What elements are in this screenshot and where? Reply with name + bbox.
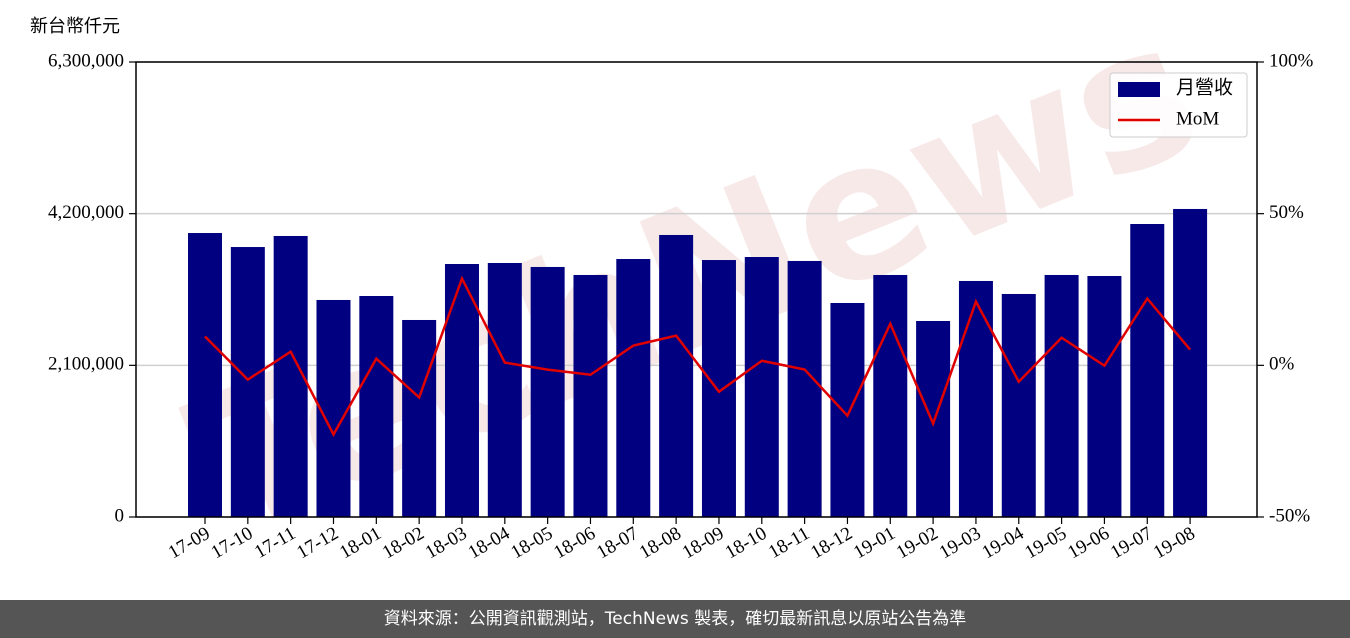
y2-tick-label: 100% xyxy=(1269,50,1314,71)
bar xyxy=(830,303,865,517)
x-tick-label: 19-05 xyxy=(1021,523,1070,563)
x-tick-label: 19-02 xyxy=(893,523,942,563)
legend-swatch xyxy=(1118,82,1160,97)
bar xyxy=(1130,223,1165,517)
bar xyxy=(1044,274,1079,517)
chart: 新台幣仟元 TechNews 02,100,0004,200,0006,300,… xyxy=(30,0,1314,578)
legend-label: 月營收 xyxy=(1176,76,1233,98)
bar xyxy=(958,280,993,517)
bar xyxy=(188,233,222,517)
bar xyxy=(444,264,479,517)
bar xyxy=(230,247,265,518)
y-tick-label: 2,100,000 xyxy=(48,354,124,375)
x-tick-label: 18-09 xyxy=(679,523,728,563)
x-tick-label: 18-06 xyxy=(550,523,599,563)
bar xyxy=(573,274,608,517)
bar xyxy=(530,266,565,517)
x-tick-label: 18-10 xyxy=(722,523,771,563)
x-tick-label: 18-04 xyxy=(465,523,514,564)
x-tick-label: 19-03 xyxy=(936,523,985,563)
bar xyxy=(273,235,308,517)
x-tick-label: 18-07 xyxy=(593,523,642,563)
bar xyxy=(1001,293,1036,517)
bar xyxy=(316,299,351,517)
y-tick-label: 6,300,000 xyxy=(48,50,124,71)
bar xyxy=(487,262,522,517)
x-tick-label: 19-01 xyxy=(850,523,899,563)
bar xyxy=(659,234,694,517)
legend-label: MoM xyxy=(1176,108,1219,129)
bar xyxy=(616,259,651,517)
bar xyxy=(359,296,394,517)
plot-frame xyxy=(135,61,1258,518)
bar xyxy=(1087,275,1122,517)
y2-tick-label: 0% xyxy=(1269,354,1295,375)
y2-tick-label: 50% xyxy=(1269,202,1304,223)
bar xyxy=(787,260,822,517)
bar xyxy=(916,320,951,517)
mom-line xyxy=(204,275,1192,438)
y-tick-label: 0 xyxy=(115,505,125,526)
bar xyxy=(744,257,779,517)
x-tick-label: 18-05 xyxy=(507,523,556,563)
bar xyxy=(701,260,736,517)
x-tick-label: 18-03 xyxy=(422,523,471,563)
x-tick-label: 19-07 xyxy=(1107,523,1156,563)
footer: 資料來源：公開資訊觀測站，TechNews 製表，確切最新訊息以原站公告為準 xyxy=(0,600,1350,638)
x-tick-label: 18-08 xyxy=(636,523,685,563)
y2-tick-label: -50% xyxy=(1269,505,1310,526)
bar xyxy=(402,319,437,517)
bar xyxy=(873,274,908,517)
bar xyxy=(1173,208,1208,517)
x-tick-label: 19-04 xyxy=(979,523,1028,564)
x-tick-label: 18-02 xyxy=(379,523,428,563)
x-tick-label: 19-06 xyxy=(1064,523,1113,563)
x-tick-label: 19-08 xyxy=(1150,523,1199,563)
y-tick-label: 4,200,000 xyxy=(48,202,124,223)
y-axis-title: 新台幣仟元 xyxy=(30,16,120,37)
x-tick-label: 18-11 xyxy=(765,523,813,563)
x-tick-label: 18-12 xyxy=(807,523,856,563)
x-tick-label: 17-09 xyxy=(165,523,214,563)
